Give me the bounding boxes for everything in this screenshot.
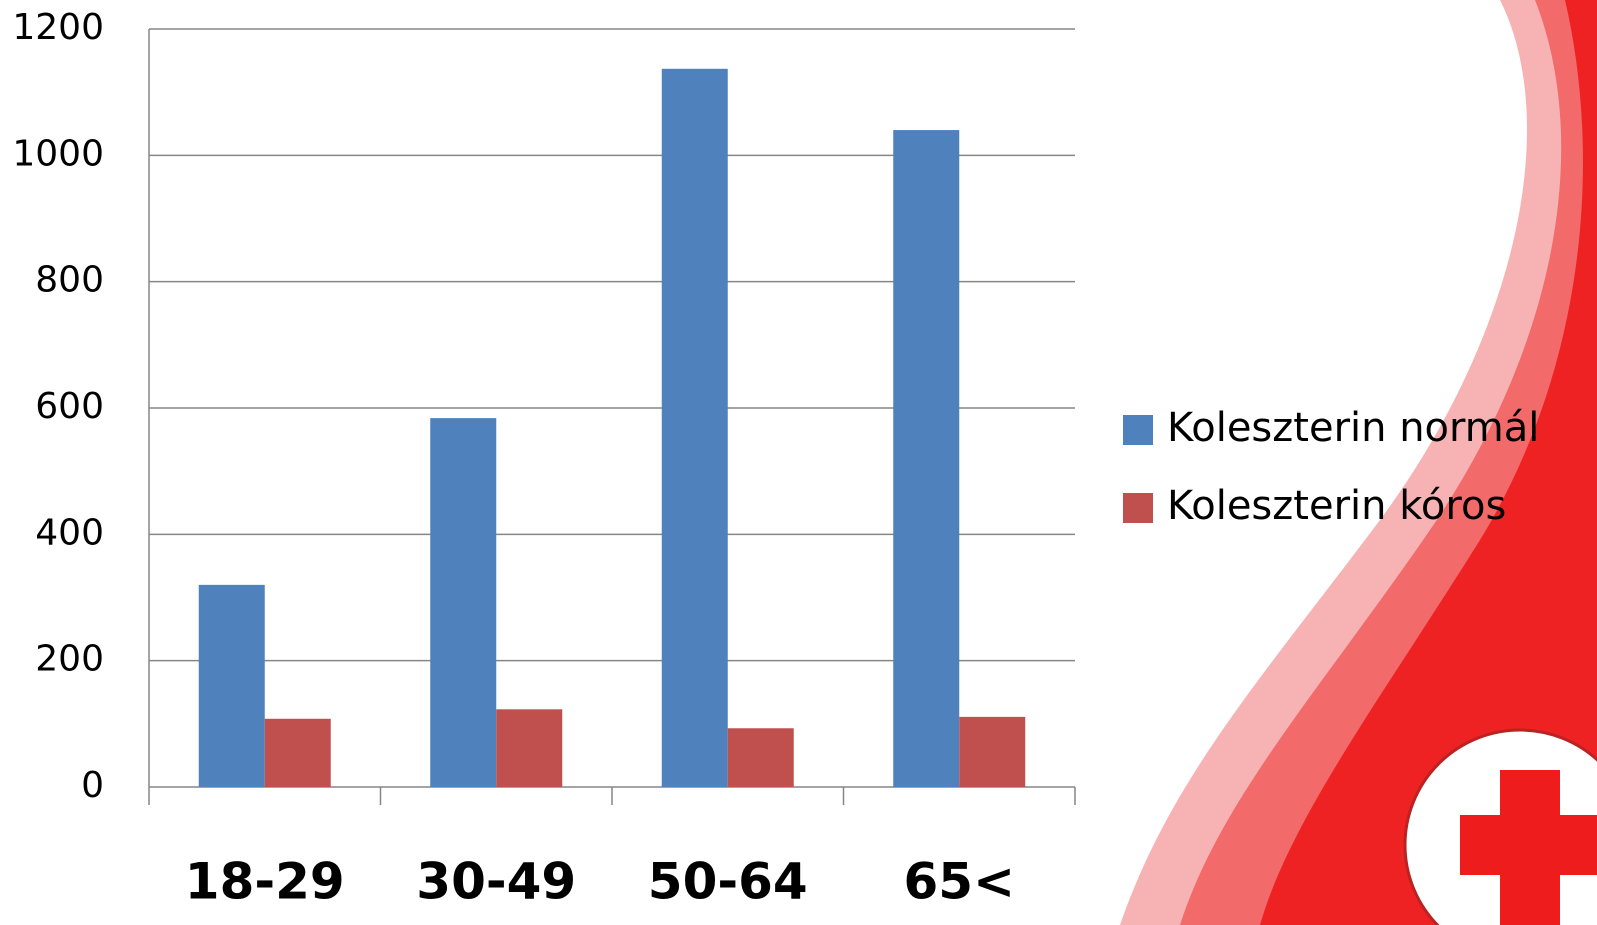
bar	[198, 584, 265, 787]
bar	[727, 728, 794, 787]
legend-label: Koleszterin kóros	[1167, 483, 1506, 529]
x-tick-label: 30-49	[416, 853, 576, 911]
bar	[496, 709, 563, 787]
bar	[893, 130, 960, 788]
y-tick-label: 200	[35, 639, 104, 680]
y-tick-label: 400	[35, 512, 104, 553]
legend-swatch	[1123, 493, 1153, 523]
y-tick-label: 0	[81, 765, 104, 806]
x-tick-label: 65<	[904, 853, 1015, 911]
bar	[661, 68, 728, 788]
background-decoration	[1120, 0, 1597, 925]
x-tick-label: 18-29	[185, 853, 345, 911]
bar	[959, 716, 1026, 787]
y-tick-label: 600	[35, 386, 104, 427]
bar	[264, 718, 331, 787]
y-tick-label: 1200	[12, 7, 104, 48]
legend-swatch	[1123, 415, 1153, 445]
y-tick-label: 800	[35, 260, 104, 301]
bar	[430, 418, 497, 787]
x-tick-label: 50-64	[648, 853, 808, 911]
legend-label: Koleszterin normál	[1167, 405, 1539, 451]
y-tick-label: 1000	[12, 133, 104, 174]
